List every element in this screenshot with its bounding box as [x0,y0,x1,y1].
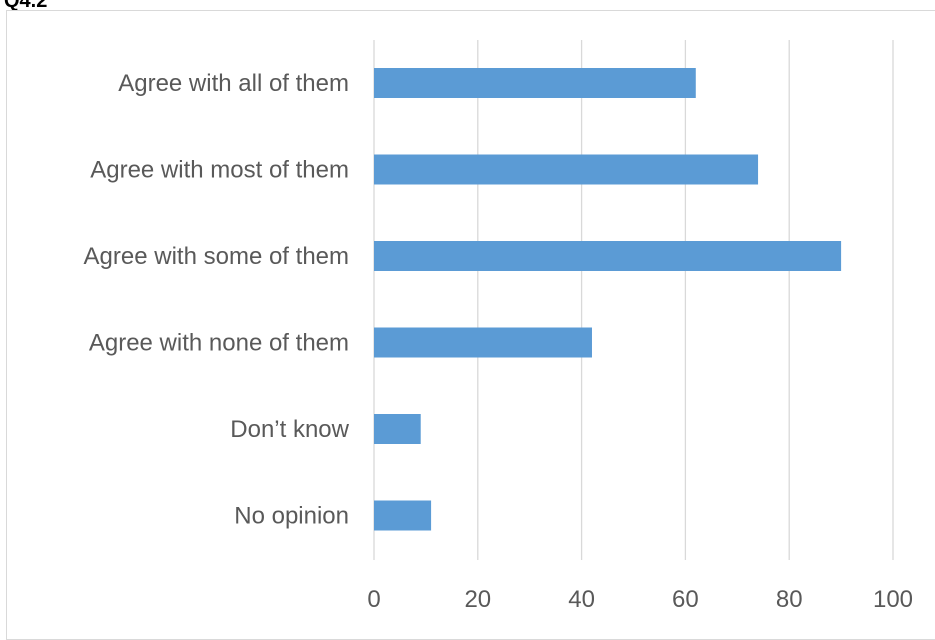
category-label: No opinion [234,503,349,530]
category-labels: Agree with all of them Agree with most of… [84,70,350,530]
category-label: Agree with most of them [90,157,349,184]
x-tick-label: 60 [672,586,699,613]
bar [374,414,421,444]
bar [374,68,696,98]
x-tick-label: 100 [873,586,913,613]
category-label: Agree with all of them [118,70,349,97]
bars [374,68,842,531]
category-label: Agree with none of them [89,330,349,357]
x-tick-label: 20 [464,586,491,613]
x-axis-tick-labels: 0 20 40 60 80 100 [367,586,913,613]
x-tick-label: 0 [367,586,380,613]
bar [374,154,759,185]
bar [374,327,592,358]
x-tick-label: 40 [568,586,595,613]
question-heading: Q4.2 [4,0,48,12]
chart-frame [6,10,935,640]
grid-lines [373,40,894,560]
bar [374,241,842,271]
category-label: Agree with some of them [84,243,349,270]
bar [374,500,432,531]
category-label: Don’t know [230,416,349,443]
bar-chart: Agree with all of them Agree with most of… [84,40,913,613]
x-tick-label: 80 [776,586,803,613]
